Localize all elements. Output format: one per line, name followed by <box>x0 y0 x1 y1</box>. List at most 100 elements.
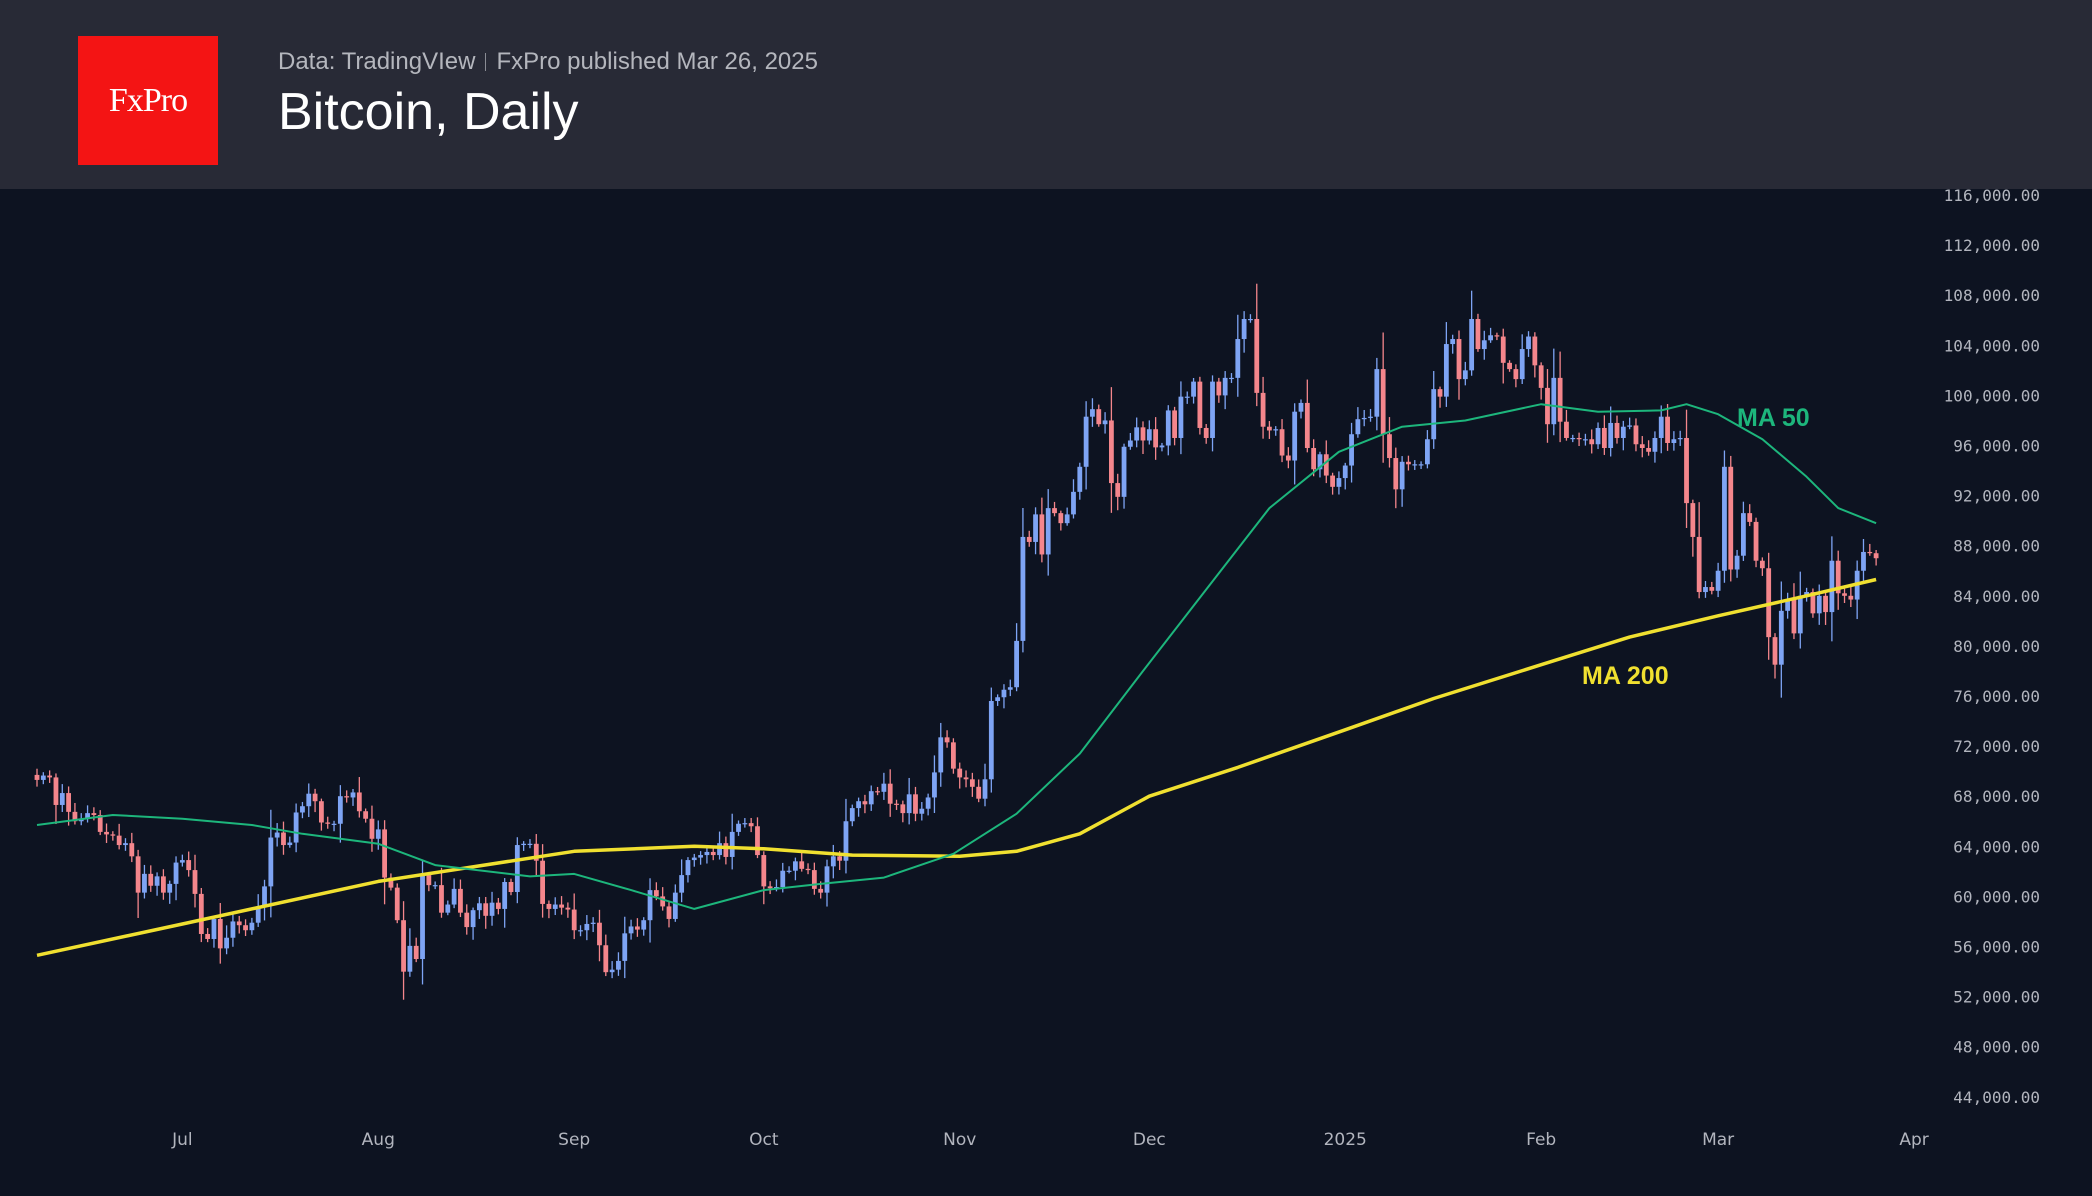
candle-body <box>401 920 406 972</box>
candle-body <box>394 887 400 921</box>
candle-body <box>767 886 773 889</box>
candle-body <box>420 875 425 960</box>
candle-body <box>1121 446 1127 497</box>
x-tick-label: Sep <box>558 1130 590 1150</box>
candle-body <box>432 885 438 887</box>
candle-body <box>1001 689 1007 698</box>
candle-body <box>502 881 508 909</box>
candle-body <box>1620 426 1626 438</box>
candle-body <box>123 843 128 846</box>
candle-body <box>1399 461 1405 490</box>
candle-body <box>533 843 539 861</box>
candle-body <box>1071 491 1076 515</box>
candle-body <box>1349 434 1354 466</box>
candle-body <box>1690 503 1696 537</box>
candle-body <box>786 870 792 872</box>
candle-body <box>1538 365 1544 388</box>
candle-body <box>1848 595 1854 600</box>
candle-body <box>742 823 748 825</box>
candle-body <box>1791 599 1797 634</box>
candle-body <box>1665 416 1670 443</box>
candle-body <box>72 811 78 822</box>
fxpro-logo: FxPro <box>78 36 218 165</box>
candle-body <box>597 922 602 946</box>
candle-body <box>1696 536 1702 593</box>
candle-body <box>129 843 135 857</box>
candle-body <box>976 786 982 799</box>
candle-body <box>559 904 564 908</box>
candle-body <box>1741 513 1746 556</box>
candle-body <box>862 801 868 805</box>
candle-body <box>1835 560 1841 594</box>
candle-body <box>1052 508 1057 514</box>
candle-body <box>761 855 767 887</box>
candle-body <box>274 832 280 838</box>
candle-body <box>1380 369 1386 435</box>
candle-body <box>685 860 691 876</box>
candle-body <box>1109 420 1114 484</box>
candles <box>34 283 1879 1000</box>
candle-body <box>1475 318 1481 350</box>
candle-body <box>527 843 533 845</box>
candle-body <box>1715 570 1721 591</box>
y-tick-label: 104,000.00 <box>1944 336 2040 355</box>
candle-body <box>255 906 261 923</box>
candle-body <box>382 829 387 878</box>
candle-body <box>1532 336 1538 366</box>
y-tick-label: 84,000.00 <box>1953 587 2040 606</box>
candle-body <box>868 791 874 805</box>
candle-body <box>142 873 147 893</box>
candle-body <box>710 851 716 856</box>
candle-body <box>1197 381 1203 428</box>
candle-body <box>1273 429 1279 431</box>
candle-body <box>1102 420 1108 425</box>
candle-body <box>1785 599 1791 611</box>
candle-body <box>540 860 545 904</box>
candle-body <box>824 866 830 893</box>
candle-body <box>919 808 925 814</box>
candle-body <box>1083 416 1089 467</box>
x-tick-label: Jul <box>171 1130 193 1150</box>
candle-body <box>818 888 824 893</box>
candle-body <box>1526 336 1531 350</box>
candle-body <box>148 873 154 886</box>
chart-title: Bitcoin, Daily <box>278 83 579 141</box>
candle-body <box>957 768 963 778</box>
y-axis: 116,000.00 112,000.00 108,000.00 104,000.00… <box>1944 186 2040 1107</box>
candle-body <box>53 777 59 805</box>
candle-body <box>1127 440 1133 447</box>
candle-body <box>135 856 141 893</box>
candle-body <box>1450 339 1456 345</box>
candle-body <box>356 792 362 812</box>
candle-body <box>1583 439 1588 441</box>
candle-body <box>268 837 274 887</box>
candle-body <box>571 909 577 931</box>
candle-body <box>881 783 887 792</box>
candle-body <box>1797 595 1803 634</box>
candle-body <box>1184 396 1190 398</box>
candle-body <box>1323 454 1329 476</box>
data-source: Data: TradingVIew <box>278 48 476 75</box>
x-tick-label: Nov <box>943 1130 976 1150</box>
candle-body <box>116 835 122 846</box>
candle-body <box>691 857 697 861</box>
candle-body <box>331 823 337 825</box>
candle-body <box>495 902 501 909</box>
candle-body <box>508 881 514 893</box>
candle-body <box>963 777 969 780</box>
candle-body <box>1829 560 1835 613</box>
candle-body <box>66 793 71 812</box>
candle-body <box>1134 427 1140 441</box>
candle-body <box>723 843 729 857</box>
candle-body <box>944 737 950 743</box>
candle-body <box>59 793 65 805</box>
candle-body <box>1595 427 1601 445</box>
candle-body <box>445 904 451 913</box>
candle-body <box>179 860 185 863</box>
candle-body <box>1722 466 1727 571</box>
candle-body <box>755 826 760 856</box>
candle-body <box>1374 369 1380 417</box>
candle-body <box>1557 377 1563 422</box>
candle-body <box>900 804 906 814</box>
candle-body <box>1260 392 1266 427</box>
